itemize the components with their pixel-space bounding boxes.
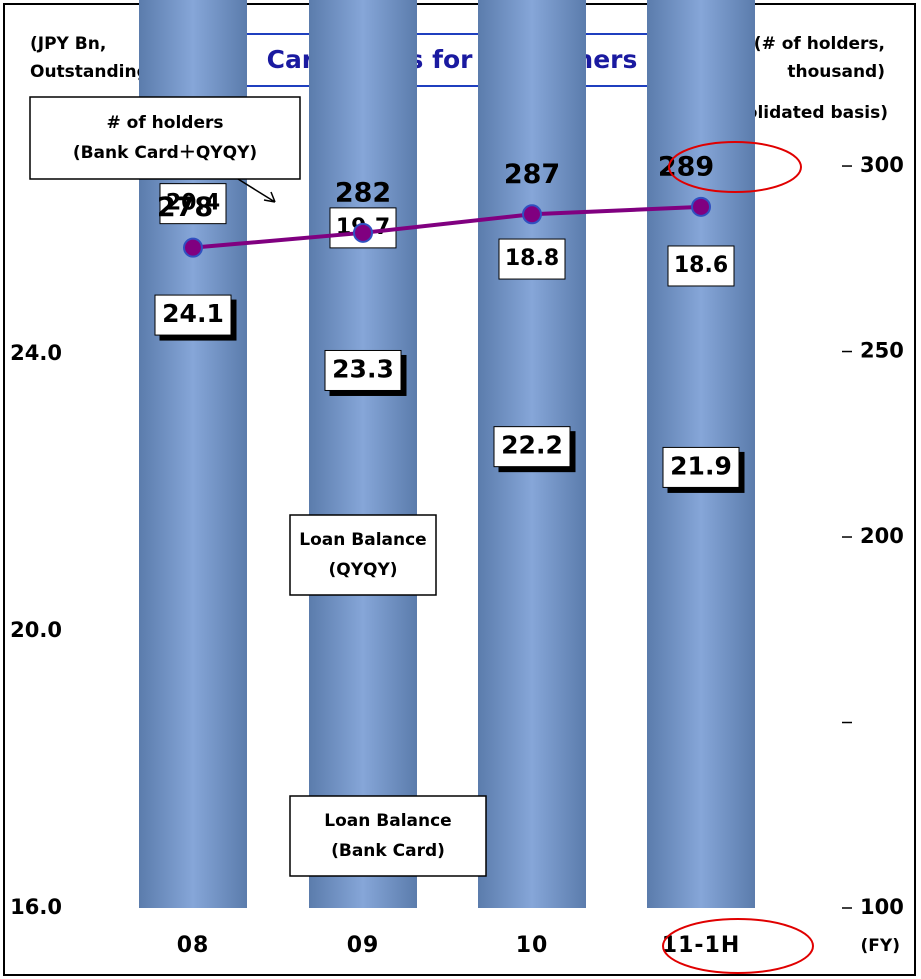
callout-box <box>289 514 437 596</box>
legend-label: (Bank Card) <box>331 841 445 861</box>
y-tick-label: 24.0 <box>10 341 62 365</box>
total-box <box>493 426 571 468</box>
y2-tick-label: 100 <box>860 895 904 919</box>
legend-label: (QYQY) <box>328 560 397 580</box>
y-tick-label: 20.0 <box>10 618 62 642</box>
total-box <box>662 446 740 488</box>
y-axis-label: (JPY Bn, <box>30 34 106 54</box>
legend-label: Loan Balance <box>324 811 451 831</box>
bar-segment <box>309 0 417 908</box>
x-tick-label: 11-1H <box>662 933 740 958</box>
label-box <box>667 245 735 287</box>
legend-label: (Bank Card＋QYQY) <box>73 143 257 163</box>
callout-arrow <box>237 178 276 203</box>
y2-axis-label: (# of holders, <box>754 34 885 54</box>
x-tick-label: 10 <box>516 933 549 958</box>
y2-tick-label: 200 <box>860 524 904 548</box>
total-label: 21.9 <box>670 451 732 480</box>
point <box>183 237 203 258</box>
y2-tick-label: 300 <box>860 153 904 177</box>
callout-box <box>29 96 301 180</box>
point-label: 278 <box>157 192 213 223</box>
value-label: 18.6 <box>674 253 728 278</box>
total-label: 23.3 <box>332 354 394 383</box>
point-label: 289 <box>658 151 714 182</box>
legend-label: # of holders <box>107 113 224 133</box>
total-box <box>324 349 402 391</box>
total-label: 22.2 <box>501 431 563 460</box>
value-label: 18.8 <box>505 246 559 271</box>
line <box>192 204 702 250</box>
point <box>691 196 711 217</box>
y-tick-label: 16.0 <box>10 895 62 919</box>
y2-tick-label: 250 <box>860 339 904 363</box>
point-label: 282 <box>335 177 391 208</box>
x-tick-label: 09 <box>347 933 380 958</box>
label-box <box>498 238 566 280</box>
point <box>353 222 373 243</box>
label-box <box>159 183 227 225</box>
total-box <box>154 294 232 336</box>
highlight <box>662 918 814 974</box>
legend-label: Loan Balance <box>299 530 426 550</box>
value-label: 20.4 <box>166 191 220 216</box>
callout-box <box>289 795 487 877</box>
highlight <box>668 141 802 193</box>
y2-axis-label: thousand) <box>787 62 885 82</box>
x-tick-label: 08 <box>177 933 210 958</box>
point <box>522 204 542 225</box>
point-label: 287 <box>504 159 560 190</box>
total-label: 24.1 <box>162 299 224 328</box>
y-axis-label: Outstanding) <box>30 62 157 82</box>
x-axis-label: (FY) <box>861 936 900 956</box>
